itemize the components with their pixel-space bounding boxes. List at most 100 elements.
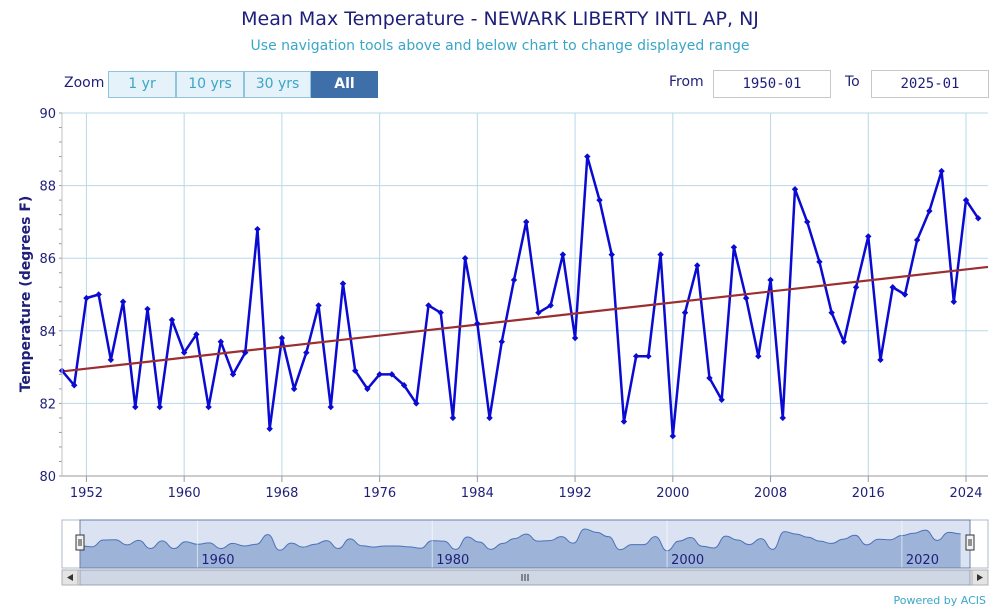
x-tick-label: 1968 <box>265 486 298 501</box>
data-point <box>400 382 408 389</box>
data-point <box>803 218 811 226</box>
to-label: To <box>845 74 860 90</box>
zoom-label: Zoom <box>64 75 105 91</box>
data-point <box>547 302 554 309</box>
data-point <box>828 309 835 316</box>
to-date-input[interactable] <box>871 70 989 98</box>
zoom-30yrs-button[interactable]: 30 yrs <box>244 71 311 98</box>
data-point <box>266 425 273 433</box>
data-point <box>559 251 567 258</box>
data-point <box>510 276 518 284</box>
data-point <box>718 396 725 403</box>
powered-by-credit[interactable]: Powered by ACIS <box>893 594 987 607</box>
data-point <box>584 153 591 160</box>
data-point <box>681 309 689 316</box>
data-point <box>730 244 738 251</box>
data-point <box>608 251 615 258</box>
data-point <box>596 196 603 204</box>
x-tick-label: 1984 <box>461 486 494 501</box>
data-point <box>388 371 396 378</box>
data-point <box>168 316 176 324</box>
chart-subtitle: Use navigation tools above and below cha… <box>250 38 750 54</box>
navigator-right-handle[interactable] <box>965 534 975 551</box>
data-point <box>119 298 127 305</box>
x-tick-label: 2000 <box>656 486 689 501</box>
data-point <box>767 276 774 284</box>
data-point <box>755 353 762 360</box>
series-line <box>61 155 980 438</box>
data-point <box>926 207 933 215</box>
data-point <box>132 403 139 411</box>
x-tick-label: 1992 <box>559 486 592 501</box>
data-point <box>938 167 945 175</box>
data-point <box>156 403 163 411</box>
data-point <box>449 414 457 422</box>
data-point <box>303 349 310 356</box>
x-tick-label: 2024 <box>949 486 982 501</box>
y-tick-label: 88 <box>39 180 56 195</box>
y-tick-label: 80 <box>39 470 56 485</box>
x-tick-label: 1960 <box>168 486 201 501</box>
trend-line <box>61 265 989 373</box>
y-tick-label: 86 <box>39 252 56 267</box>
y-tick-label: 84 <box>39 325 56 340</box>
data-point <box>694 262 701 269</box>
data-point <box>657 251 664 258</box>
data-point <box>107 356 115 364</box>
data-point <box>474 320 481 327</box>
data-point <box>913 236 921 244</box>
data-point <box>632 353 640 360</box>
data-point <box>706 374 713 382</box>
data-point <box>290 385 298 393</box>
data-point <box>523 218 530 226</box>
navigator-tick-label: 1980 <box>436 553 469 568</box>
data-point <box>498 338 505 345</box>
chevron-right-icon <box>977 574 983 581</box>
data-point <box>571 334 579 342</box>
from-label: From <box>669 74 704 90</box>
y-tick-label: 82 <box>39 397 56 412</box>
chevron-left-icon <box>67 574 73 581</box>
data-point <box>144 305 151 313</box>
zoom-all-button[interactable]: All <box>311 71 378 98</box>
data-point <box>71 382 78 389</box>
data-point <box>315 302 322 309</box>
navigator-tick-label: 2000 <box>671 553 704 568</box>
data-point <box>742 294 750 302</box>
data-point <box>242 349 249 356</box>
data-point <box>535 309 542 316</box>
navigator-tick-label: 1960 <box>201 553 234 568</box>
x-tick-label: 1976 <box>363 486 396 501</box>
data-point <box>889 284 896 291</box>
data-point <box>351 367 359 374</box>
x-tick-label: 1952 <box>70 486 103 501</box>
data-point <box>486 414 493 422</box>
data-point <box>620 418 628 425</box>
navigator[interactable]: 1960 1980 2000 2020 <box>61 519 989 586</box>
navigator-left-handle[interactable] <box>75 534 85 551</box>
data-point <box>779 414 786 422</box>
data-point <box>437 309 444 316</box>
data-point <box>840 338 848 345</box>
axes: 80 82 84 86 88 90 1952 1960 1968 1976 1984 1992 2000… <box>39 107 988 501</box>
from-date-input[interactable] <box>713 70 831 98</box>
y-tick-label: 90 <box>39 107 56 122</box>
data-point <box>83 294 90 302</box>
data-point <box>217 338 225 345</box>
data-point <box>376 371 383 378</box>
data-point <box>816 258 823 266</box>
y-axis-label: Temperature (degrees F) <box>18 196 34 393</box>
data-point <box>669 432 677 440</box>
zoom-10yrs-button[interactable]: 10 yrs <box>176 71 244 98</box>
data-point <box>205 403 212 411</box>
data-point <box>950 298 957 305</box>
data-point <box>877 356 884 364</box>
handle-body <box>75 534 85 551</box>
data-point <box>791 186 799 193</box>
grid-lines <box>62 112 988 477</box>
data-point <box>95 291 102 298</box>
data-point <box>193 331 200 338</box>
handle-body <box>965 534 975 551</box>
zoom-1yr-button[interactable]: 1 yr <box>108 71 176 98</box>
plot-series <box>58 153 989 440</box>
